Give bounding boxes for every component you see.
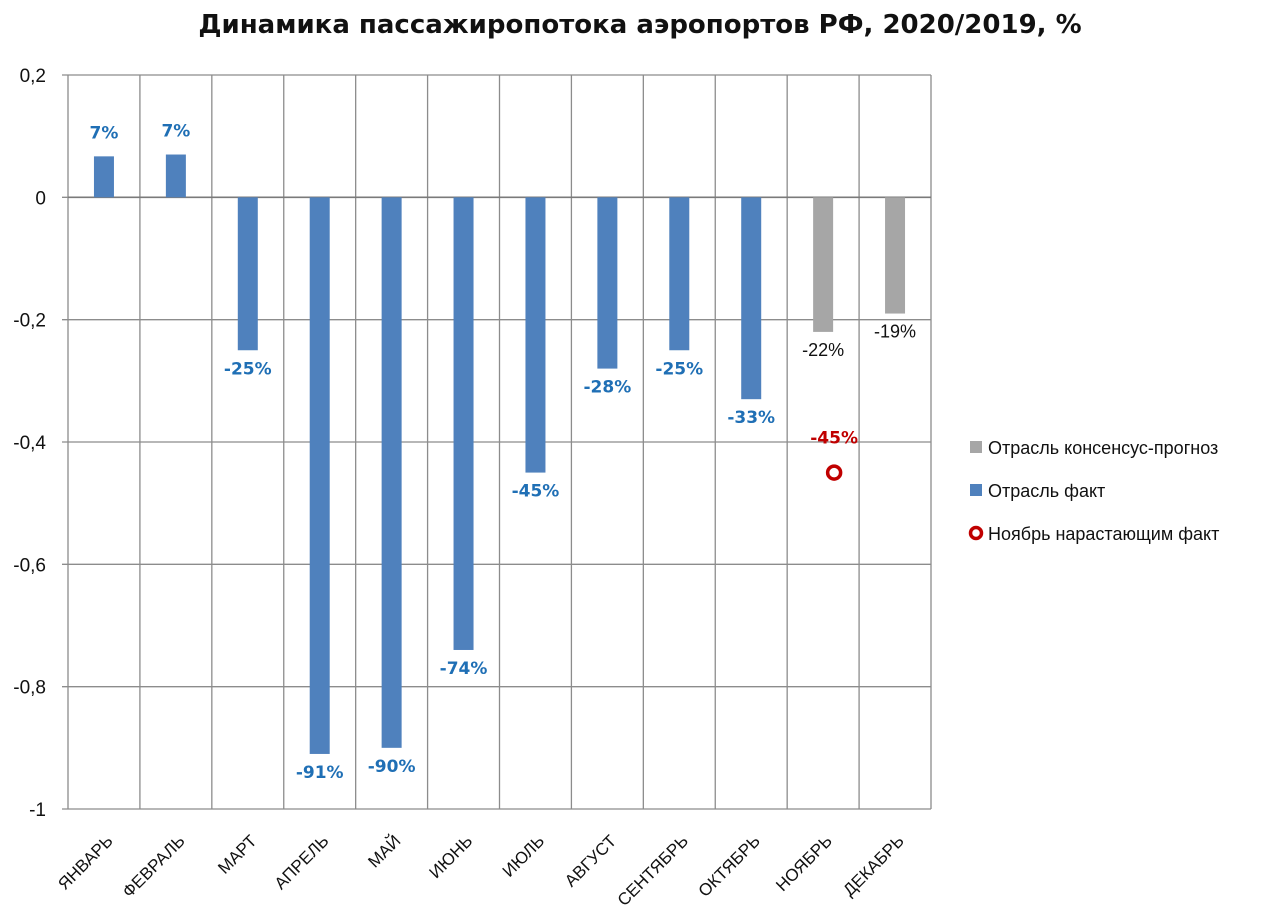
x-tick-label: ДЕКАБРЬ	[839, 831, 907, 899]
legend: Отрасль консенсус-прогноз Отрасль факт Ноя…	[968, 438, 1219, 544]
data-label: -25%	[655, 359, 703, 379]
data-label-bg	[507, 479, 564, 503]
data-label-bg	[867, 320, 924, 344]
data-label-bg	[75, 121, 132, 145]
bar	[813, 197, 834, 332]
legend-label: Отрасль консенсус-прогноз	[988, 438, 1218, 458]
bar	[669, 197, 690, 351]
data-label: -22%	[802, 340, 844, 360]
data-label-bg	[435, 656, 492, 680]
legend-swatch	[970, 484, 982, 496]
x-tick-label: СЕНТЯБРЬ	[614, 831, 692, 909]
chart-title: Динамика пассажиропотока аэропортов РФ, …	[198, 10, 1082, 40]
bar	[165, 154, 186, 198]
bar	[237, 197, 258, 351]
data-label: -28%	[584, 378, 632, 398]
y-tick-label: -0,2	[13, 311, 46, 332]
legend-label: Отрасль факт	[988, 481, 1105, 501]
bar	[525, 197, 546, 473]
data-label-bg	[579, 375, 636, 399]
bar	[453, 197, 474, 650]
bar	[381, 197, 402, 748]
y-tick-label: -0,8	[13, 678, 46, 699]
data-label: -90%	[368, 757, 416, 777]
data-label-bg	[723, 406, 780, 430]
x-tick-label: МАЙ	[364, 831, 404, 871]
y-tick-label: 0	[35, 188, 46, 209]
x-tick-label: ИЮНЬ	[426, 831, 477, 882]
data-label: -25%	[224, 359, 272, 379]
data-label: -74%	[440, 659, 488, 679]
x-tick-label: ЯНВАРЬ	[54, 831, 116, 893]
bar	[597, 197, 618, 369]
x-tick-label: АПРЕЛЬ	[271, 831, 333, 893]
bar	[885, 197, 906, 314]
y-tick-label: -0,4	[13, 433, 46, 454]
y-tick-label: -1	[29, 800, 46, 821]
y-axis: 0,2 0 -0,2 -0,4 -0,6 -0,8 -1	[13, 66, 46, 821]
x-tick-label: АВГУСТ	[561, 831, 620, 890]
data-label-bg	[795, 338, 852, 362]
data-label: -33%	[727, 408, 775, 428]
bar	[93, 156, 114, 198]
data-label: -45%	[810, 429, 858, 449]
legend-marker	[968, 525, 984, 541]
data-label-bg	[291, 760, 348, 784]
x-tick-label: ИЮЛЬ	[499, 831, 548, 880]
bar	[741, 197, 762, 400]
data-label-bg	[651, 357, 708, 381]
x-tick-label: МАРТ	[214, 831, 260, 877]
y-tick-label: -0,6	[13, 555, 46, 576]
x-tick-label: ФЕВРАЛЬ	[119, 831, 189, 901]
x-axis: ЯНВАРЬ ФЕВРАЛЬ МАРТ АПРЕЛЬ МАЙ ИЮНЬ ИЮЛЬ АВГУСТ…	[54, 831, 907, 909]
data-label: -91%	[296, 763, 344, 783]
grid-lines	[62, 74, 932, 810]
legend-swatch	[970, 441, 982, 453]
data-label: -19%	[874, 322, 916, 342]
y-tick-label: 0,2	[20, 66, 46, 87]
bar	[309, 197, 330, 754]
marker-point	[825, 464, 843, 481]
x-tick-label: ОКТЯБРЬ	[695, 831, 764, 900]
data-label: -45%	[512, 482, 560, 502]
data-labels: -22% -19% 7% 7% -25% -91% -90% -74% -45% -28% -25%…	[75, 119, 924, 784]
bars	[93, 154, 906, 754]
x-tick-label: НОЯБРЬ	[772, 831, 836, 895]
data-label-bg	[363, 754, 420, 778]
data-label: 7%	[90, 123, 119, 143]
legend-label: Ноябрь нарастающим факт	[988, 524, 1219, 544]
data-label-bg	[219, 357, 276, 381]
data-label: 7%	[161, 122, 190, 142]
data-label-bg	[147, 119, 204, 143]
